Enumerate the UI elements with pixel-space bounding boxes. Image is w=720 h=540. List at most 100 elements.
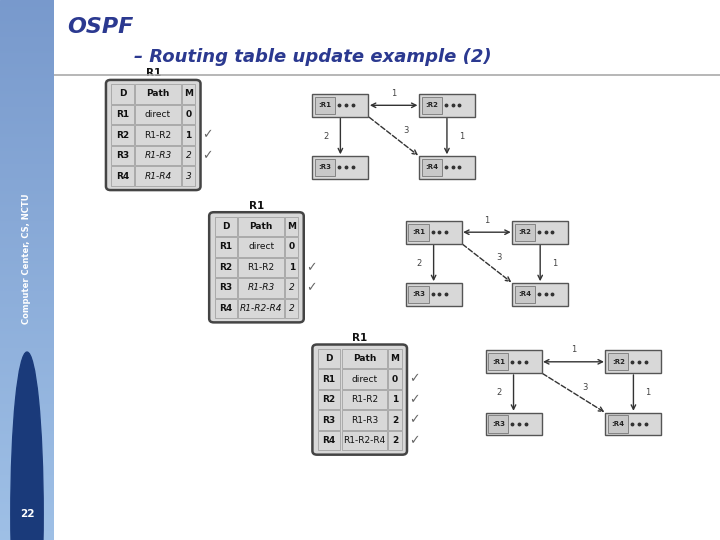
Bar <box>0 400 54 402</box>
Bar <box>0 292 54 294</box>
Text: Path: Path <box>146 90 170 98</box>
Bar <box>0 275 54 278</box>
Text: 1: 1 <box>485 216 490 225</box>
Bar <box>135 146 181 165</box>
Bar <box>0 181 54 184</box>
Bar <box>112 84 134 104</box>
Bar <box>0 251 54 254</box>
Bar <box>0 435 54 437</box>
Bar <box>0 105 54 108</box>
Bar <box>0 346 54 348</box>
FancyBboxPatch shape <box>210 212 304 322</box>
Bar <box>0 478 54 481</box>
Text: 1: 1 <box>552 259 557 268</box>
Text: 1: 1 <box>289 263 295 272</box>
Text: direct: direct <box>351 375 377 383</box>
Text: R1-R3: R1-R3 <box>144 151 171 160</box>
Text: R1-R2-R4: R1-R2-R4 <box>343 436 385 445</box>
Bar <box>135 125 181 145</box>
Bar <box>0 424 54 427</box>
Bar <box>318 369 341 389</box>
Bar <box>0 200 54 202</box>
Bar <box>0 367 54 370</box>
Bar <box>0 127 54 130</box>
Text: R1-R3: R1-R3 <box>248 284 275 292</box>
Bar <box>318 390 341 409</box>
Bar <box>0 208 54 211</box>
Bar <box>0 46 54 49</box>
Bar <box>0 248 54 251</box>
FancyBboxPatch shape <box>608 415 629 433</box>
Bar <box>342 410 387 430</box>
Bar <box>135 84 181 104</box>
Bar <box>0 265 54 267</box>
Bar <box>0 78 54 81</box>
Bar <box>0 162 54 165</box>
Bar <box>0 500 54 502</box>
Bar <box>182 125 195 145</box>
Text: :R1: :R1 <box>319 102 332 109</box>
Text: :R4: :R4 <box>426 164 438 171</box>
Bar <box>0 373 54 375</box>
Bar <box>0 416 54 418</box>
Text: :R1: :R1 <box>492 359 505 365</box>
FancyBboxPatch shape <box>422 159 442 176</box>
Bar <box>0 494 54 497</box>
Bar <box>0 321 54 324</box>
Bar <box>342 369 387 389</box>
Bar <box>0 470 54 472</box>
Bar <box>0 8 54 11</box>
Bar <box>0 508 54 510</box>
Bar <box>0 510 54 513</box>
Text: :R1: :R1 <box>412 229 425 235</box>
Text: R3: R3 <box>220 284 233 292</box>
Text: direct: direct <box>248 242 274 251</box>
Bar <box>0 286 54 289</box>
FancyBboxPatch shape <box>312 156 369 179</box>
Text: R4: R4 <box>116 172 129 180</box>
Bar <box>0 240 54 243</box>
Bar <box>182 84 195 104</box>
Bar <box>0 421 54 424</box>
Bar <box>0 327 54 329</box>
Bar <box>0 70 54 73</box>
Bar <box>0 138 54 140</box>
Bar <box>0 329 54 332</box>
Bar <box>135 105 181 124</box>
Bar <box>0 30 54 32</box>
Bar <box>0 340 54 343</box>
Text: 2: 2 <box>289 304 294 313</box>
Bar <box>0 370 54 373</box>
Bar <box>342 349 387 368</box>
Bar <box>182 105 195 124</box>
FancyBboxPatch shape <box>512 283 568 306</box>
Text: R1: R1 <box>323 375 336 383</box>
Bar <box>0 97 54 100</box>
Text: R1: R1 <box>352 333 367 343</box>
Bar <box>0 124 54 127</box>
Text: R2: R2 <box>323 395 336 404</box>
Text: ✓: ✓ <box>306 281 316 294</box>
Bar <box>0 454 54 456</box>
Bar <box>0 73 54 76</box>
Bar <box>318 410 341 430</box>
Text: Path: Path <box>249 222 273 231</box>
Bar <box>0 516 54 518</box>
Bar <box>0 410 54 413</box>
Bar <box>0 513 54 516</box>
Bar <box>0 281 54 284</box>
Text: 3: 3 <box>186 172 192 180</box>
Bar <box>342 390 387 409</box>
Bar <box>0 267 54 270</box>
Bar <box>0 0 54 3</box>
Bar <box>0 184 54 186</box>
Bar <box>0 354 54 356</box>
Text: Computer Center, CS, NCTU: Computer Center, CS, NCTU <box>22 194 32 325</box>
Text: direct: direct <box>145 110 171 119</box>
Text: M: M <box>390 354 400 363</box>
FancyBboxPatch shape <box>315 159 336 176</box>
Bar <box>0 111 54 113</box>
Bar <box>0 440 54 443</box>
Bar <box>0 22 54 24</box>
Bar <box>0 68 54 70</box>
